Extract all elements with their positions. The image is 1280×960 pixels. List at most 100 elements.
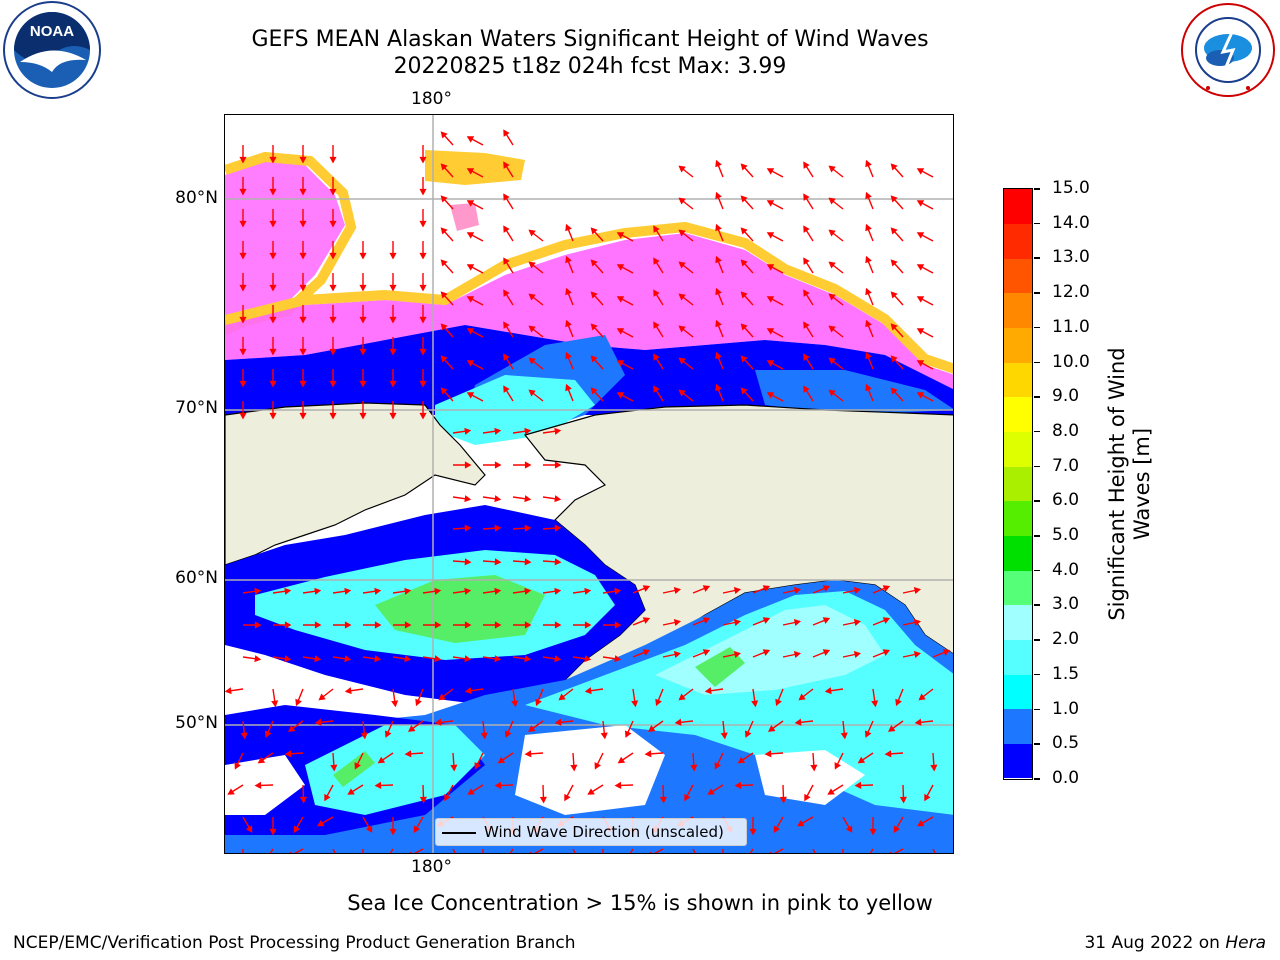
wave-direction-arrowhead bbox=[942, 649, 951, 656]
colorbar-segment bbox=[1004, 743, 1032, 779]
colorbar-segment bbox=[1004, 223, 1032, 259]
colorbar-segment bbox=[1004, 500, 1032, 536]
wave-direction-arrowhead bbox=[554, 461, 562, 469]
wave-direction-arrowhead bbox=[707, 788, 715, 795]
wave-direction-arrowhead bbox=[649, 851, 652, 853]
wave-direction-arrowhead bbox=[733, 618, 742, 626]
ocean-beaufort bbox=[755, 370, 953, 415]
wave-direction-arrowhead bbox=[822, 585, 831, 592]
wave-direction-arrowhead bbox=[917, 819, 925, 827]
wave-direction-arrowhead bbox=[890, 163, 898, 171]
wave-direction-arrowhead bbox=[554, 587, 562, 595]
wave-direction-arrowhead bbox=[404, 750, 412, 758]
land-siberia bbox=[225, 402, 486, 566]
wave-direction-arrowhead bbox=[391, 700, 399, 708]
legend-line-swatch bbox=[442, 832, 476, 834]
wave-direction-arrowhead bbox=[409, 851, 412, 853]
wave-direction-arrowhead bbox=[503, 321, 510, 329]
wave-direction-arrowhead bbox=[329, 252, 337, 260]
wave-direction-arrowhead bbox=[822, 617, 831, 624]
wave-direction-arrowhead bbox=[284, 621, 292, 629]
wave-direction-arrowhead bbox=[317, 819, 325, 827]
lon-label-bottom: 180° bbox=[411, 857, 452, 877]
wave-direction-arrowhead bbox=[464, 687, 472, 695]
colorbar-tick bbox=[1034, 604, 1040, 606]
wave-direction-arrowhead bbox=[524, 558, 532, 566]
wave-direction-arrowhead bbox=[565, 255, 572, 264]
wave-direction-arrowhead bbox=[916, 200, 925, 207]
sea-ice-island bbox=[425, 150, 525, 185]
wave-direction-arrowhead bbox=[254, 621, 262, 629]
wave-direction-arrow bbox=[332, 848, 336, 853]
wave-direction-arrowhead bbox=[857, 756, 866, 764]
wave-direction-arrow bbox=[654, 848, 664, 853]
sea-ice-island-2 bbox=[450, 203, 479, 231]
wave-direction-arrowhead bbox=[503, 385, 510, 393]
wave-direction-arrowhead bbox=[828, 229, 836, 237]
wave-direction-arrowhead bbox=[324, 793, 331, 802]
wave-direction-arrowhead bbox=[803, 161, 810, 169]
wave-direction-arrowhead bbox=[766, 200, 775, 207]
wave-direction-arrowhead bbox=[554, 655, 562, 663]
wave-direction-arrowhead bbox=[330, 764, 338, 772]
colorbar-tick-label: 6.0 bbox=[1052, 490, 1080, 511]
wave-direction-arrowhead bbox=[239, 284, 247, 292]
wave-direction-arrowhead bbox=[269, 220, 277, 228]
wave-direction-arrowhead bbox=[289, 851, 292, 853]
wave-direction-arrowhead bbox=[828, 165, 836, 173]
wave-direction-arrowhead bbox=[653, 321, 660, 329]
wave-direction-arrowhead bbox=[865, 223, 872, 232]
wave-direction-arrowhead bbox=[389, 316, 397, 324]
wave-direction-arrowhead bbox=[440, 355, 448, 363]
wave-direction-arrowhead bbox=[554, 718, 562, 726]
wave-direction-arrowhead bbox=[554, 495, 562, 503]
wave-direction-arrowhead bbox=[584, 621, 592, 629]
wave-direction-arrowhead bbox=[434, 718, 442, 726]
wave-direction-arrowhead bbox=[329, 220, 337, 228]
colorbar-tick-label: 5.0 bbox=[1052, 525, 1080, 546]
wave-direction-arrowhead bbox=[419, 220, 427, 228]
wave-direction-arrowhead bbox=[895, 698, 902, 707]
wave-direction-arrowhead bbox=[828, 357, 836, 365]
wave-direction-arrowhead bbox=[440, 323, 448, 331]
wave-direction-arrowhead bbox=[494, 781, 502, 789]
wave-direction-arrow bbox=[509, 848, 514, 853]
wave-direction-arrowhead bbox=[678, 325, 686, 333]
wave-direction-arrowhead bbox=[419, 252, 427, 260]
wave-direction-arrowhead bbox=[924, 793, 931, 802]
wave-direction-arrowhead bbox=[590, 355, 598, 363]
colorbar-tick-label: 8.0 bbox=[1052, 420, 1080, 441]
chart-title: GEFS MEAN Alaskan Waters Significant Hei… bbox=[251, 27, 929, 52]
wave-direction-arrowhead bbox=[464, 461, 472, 469]
wave-direction-arrowhead bbox=[466, 360, 475, 367]
wave-direction-arrowhead bbox=[284, 750, 292, 758]
wave-direction-arrowhead bbox=[916, 328, 925, 335]
wave-direction-arrowhead bbox=[834, 762, 841, 770]
colorbar-segment bbox=[1004, 362, 1032, 398]
footer-organization: NCEP/EMC/Verification Post Processing Pr… bbox=[13, 933, 576, 953]
wave-direction-arrowhead bbox=[347, 788, 355, 795]
wave-direction-arrowhead bbox=[715, 319, 722, 328]
wave-direction-arrowhead bbox=[389, 348, 397, 356]
wave-direction-arrowhead bbox=[853, 650, 862, 658]
wave-direction-arrowhead bbox=[744, 730, 752, 738]
wave-direction-arrowhead bbox=[684, 793, 691, 802]
colorbar-tick-label: 15.0 bbox=[1052, 178, 1090, 198]
wave-direction-arrowhead bbox=[329, 284, 337, 292]
wave-direction-arrowhead bbox=[528, 293, 536, 301]
map-panel: Wind Wave Direction (unscaled) bbox=[224, 114, 954, 854]
wave-direction-arrowhead bbox=[865, 383, 872, 392]
wave-direction-arrowhead bbox=[793, 586, 802, 594]
wave-direction-arrowhead bbox=[227, 788, 235, 795]
wave-direction-arrowhead bbox=[245, 825, 253, 833]
colorbar-tick-label: 1.0 bbox=[1052, 698, 1080, 719]
wave-direction-arrowhead bbox=[497, 756, 506, 764]
wave-direction-arrowhead bbox=[528, 325, 536, 333]
wave-direction-arrowhead bbox=[528, 389, 536, 397]
wave-direction-arrowhead bbox=[762, 585, 771, 592]
wave-direction-arrowhead bbox=[916, 296, 925, 303]
wave-direction-arrowhead bbox=[673, 586, 682, 594]
wave-direction-arrowhead bbox=[299, 188, 307, 196]
wave-direction-arrowhead bbox=[644, 750, 652, 758]
colorbar-tick bbox=[1034, 257, 1040, 259]
